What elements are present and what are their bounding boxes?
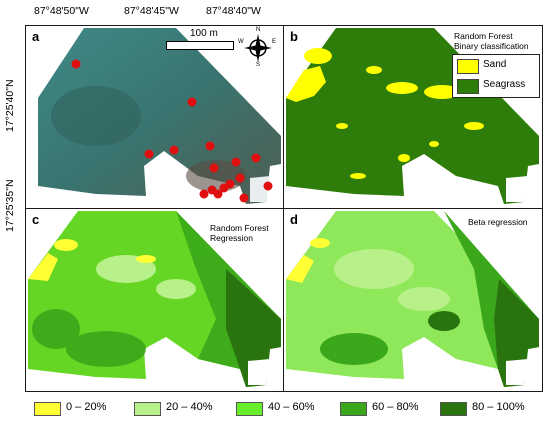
no-data-patch	[506, 176, 528, 202]
sand-patch-white	[250, 176, 270, 202]
sample-point	[209, 163, 219, 173]
panel-b-label: b	[290, 29, 298, 44]
panel-b-legend: Sand Seagrass	[452, 54, 540, 98]
compass-s: S	[256, 62, 261, 68]
sample-point	[213, 189, 223, 199]
panel-d-label: d	[290, 212, 298, 227]
panel-c-label: c	[32, 212, 40, 227]
sample-point	[263, 181, 273, 191]
no-data-patch	[248, 359, 270, 385]
panel-c-title-line2: Regression	[210, 233, 253, 243]
panel-c-map	[28, 211, 281, 387]
cover-legend-item-40-60: 40 – 60%	[236, 400, 346, 416]
cover-legend-item-80-100: 80 – 100%	[440, 400, 550, 416]
sample-point	[231, 157, 241, 167]
sample-point	[251, 153, 261, 163]
cover-label-40-60: 40 – 60%	[268, 401, 315, 413]
panel-b-title: Random Forest Binary classification	[454, 31, 529, 51]
cover-swatch-60-80	[340, 402, 367, 416]
lat-tick-1: 17°25'40"N	[4, 79, 16, 132]
cover-label-20-40: 20 – 40%	[166, 401, 213, 413]
sample-point	[219, 183, 229, 193]
no-data-patch	[412, 160, 436, 176]
panel-d-title-line1: Beta regression	[468, 217, 528, 227]
cover-swatch-80-100	[440, 402, 467, 416]
no-data-patch	[412, 343, 436, 359]
panel-a-map	[38, 28, 281, 204]
panel-c-rf-regression: c Random Forest Regression	[25, 208, 285, 392]
survey-area-image	[38, 28, 281, 204]
sample-point	[71, 59, 81, 69]
sample-point	[169, 145, 179, 155]
cover-legend-item-20-40: 20 – 40%	[134, 400, 244, 416]
panel-c-title: Random Forest Regression	[210, 223, 269, 243]
compass-n: N	[256, 27, 261, 33]
sand-cover-patches	[28, 239, 156, 281]
panel-c-title-line1: Random Forest	[210, 223, 269, 233]
sample-point	[235, 173, 245, 183]
no-data-patch	[506, 359, 528, 385]
cover-legend-item-60-80: 60 – 80%	[340, 400, 450, 416]
cover-label-80-100: 80 – 100%	[472, 401, 525, 413]
legend-item-seagrass: Seagrass	[457, 79, 537, 94]
sample-point	[239, 193, 249, 203]
sample-point	[205, 141, 215, 151]
legend-swatch-sand	[457, 59, 479, 74]
panel-d-title: Beta regression	[468, 217, 528, 227]
lon-tick-3: 87°48'40"W	[206, 5, 261, 17]
cover-legend-item-0-20: 0 – 20%	[34, 400, 144, 416]
very-high-cover-patches	[226, 269, 281, 387]
legend-item-sand: Sand	[457, 59, 537, 74]
cover-swatch-20-40	[134, 402, 161, 416]
legend-swatch-seagrass	[457, 79, 479, 94]
panel-b-title-line2: Binary classification	[454, 41, 529, 51]
low-cover-patches	[334, 249, 450, 311]
panel-d-map	[286, 211, 539, 387]
scale-bar	[166, 41, 234, 50]
panel-a-orthomosaic: a 100 m N S E W	[25, 25, 285, 209]
compass-w: W	[238, 39, 244, 45]
cover-label-60-80: 60 – 80%	[372, 401, 419, 413]
panel-b-binary: b Random Forest Binary classification Sa…	[283, 25, 543, 209]
sample-point	[187, 97, 197, 107]
sample-point	[144, 149, 154, 159]
legend-label-seagrass: Seagrass	[483, 79, 526, 90]
lon-tick-2: 87°48'45"W	[124, 5, 179, 17]
sand-cover-patches	[286, 238, 330, 283]
panel-b-title-line1: Random Forest	[454, 31, 513, 41]
no-data-patch	[154, 343, 178, 359]
scale-bar-label: 100 m	[190, 28, 218, 39]
north-arrow	[244, 34, 272, 62]
cover-swatch-0-20	[34, 402, 61, 416]
panel-d-beta-regression: d Beta regression	[283, 208, 543, 392]
sand-areas	[286, 48, 484, 179]
very-high-cover-patches	[428, 279, 539, 387]
cover-legend: 0 – 20% 20 – 40% 40 – 60% 60 – 80% 80 – …	[34, 400, 550, 416]
sample-points	[71, 59, 273, 203]
panel-a-label: a	[32, 29, 40, 44]
cover-swatch-40-60	[236, 402, 263, 416]
lon-tick-1: 87°48'50"W	[34, 5, 89, 17]
legend-label-sand: Sand	[483, 59, 507, 70]
compass-e: E	[272, 39, 277, 45]
dark-seafloor-patch	[51, 86, 141, 146]
cover-label-0-20: 0 – 20%	[66, 401, 107, 413]
sample-point	[199, 189, 209, 199]
lat-tick-2: 17°25'35"N	[4, 179, 16, 232]
